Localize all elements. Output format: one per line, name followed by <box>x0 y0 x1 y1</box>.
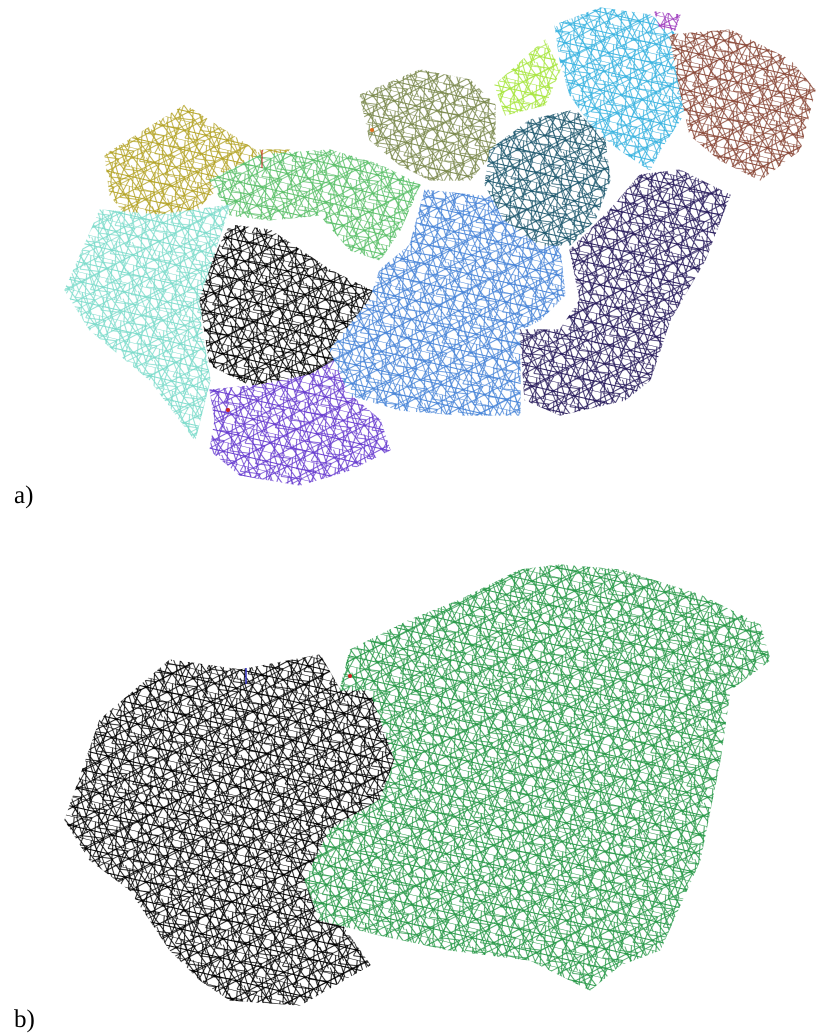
cluster <box>495 40 560 115</box>
panel-b-graph <box>65 565 770 1005</box>
cluster <box>670 30 815 180</box>
panel-label: b) <box>14 1006 35 1033</box>
node <box>370 128 374 132</box>
cluster <box>360 70 495 180</box>
panel-label: a) <box>14 482 33 509</box>
node <box>226 408 230 412</box>
panel-a-graph <box>65 8 815 485</box>
figure: a) b) <box>0 0 819 1036</box>
node <box>348 674 352 678</box>
